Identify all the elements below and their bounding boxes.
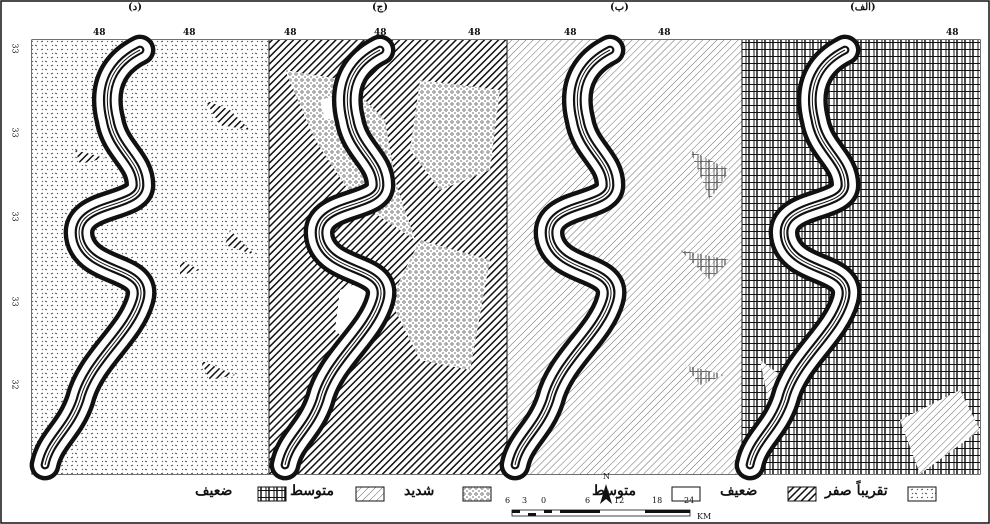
legend-label: ضعيف [720,483,758,499]
scale-tick: 12 [614,496,625,505]
panel-d-title: (د) [128,2,142,13]
tick-label: 48 [374,28,387,38]
y-tick-label: 33 [10,296,20,307]
legend-label: متوسط [290,483,334,499]
y-tick-label: 32 [10,379,20,390]
tick-label: 48 [946,28,959,38]
scale-tick: 24 [684,496,695,505]
legend-swatch-speckle [907,486,937,502]
legend-label: تقريباً صفر [825,483,888,499]
legend-swatch-hatch-dark [787,486,817,502]
tick-label: 48 [658,28,671,38]
y-tick-label: 33 [10,211,20,222]
north-arrow-icon [600,484,612,504]
y-tick-label: 33 [10,127,20,138]
river-corridor [499,34,627,481]
legend-label: ضعيف [195,483,233,499]
panel-j-title: (ج) [372,2,388,13]
tick-label: 48 [284,28,297,38]
scale-tick: 6 [505,496,511,505]
tick-label: 48 [564,28,577,38]
panel-alef-title: (الف) [850,2,876,13]
tick-label: 48 [468,28,481,38]
scale-tick: 3 [522,496,528,505]
river-corridor [269,34,397,481]
panel-j [269,40,507,474]
river-corridor [29,34,157,481]
legend-swatch-hatch-light [355,486,385,502]
scale-unit: KM [697,512,712,521]
legend-label: متوسط [592,483,636,499]
scale-tick: 18 [652,496,663,505]
legend-swatch-dots [462,486,492,502]
north-label: N [603,472,610,481]
river-corridor [734,34,862,481]
legend-swatch-blank [671,486,701,502]
scale-bar [511,509,691,517]
scale-tick: 0 [541,496,547,505]
tick-label: 48 [93,28,106,38]
tick-label: 48 [183,28,196,38]
scale-tick: 6 [585,496,591,505]
y-tick-label: 33 [10,43,20,54]
legend-label: شديد [404,483,435,499]
legend-swatch-bricks [257,486,287,502]
panel-b-title: (ب) [610,2,629,13]
river-corridors [29,34,862,481]
